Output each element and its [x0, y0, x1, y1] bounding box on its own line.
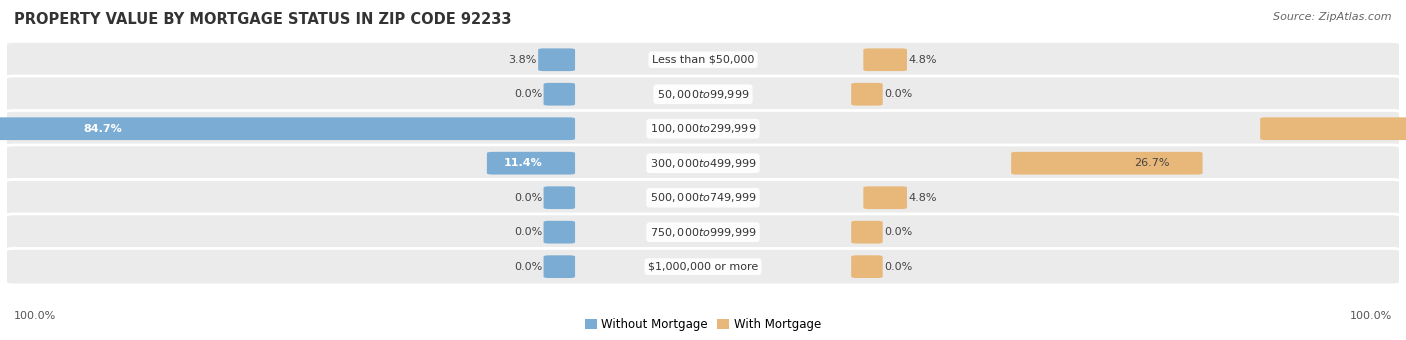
Legend: Without Mortgage, With Mortgage: Without Mortgage, With Mortgage — [585, 318, 821, 331]
Text: 0.0%: 0.0% — [515, 193, 543, 203]
Text: 11.4%: 11.4% — [503, 158, 543, 168]
Text: Less than $50,000: Less than $50,000 — [652, 55, 754, 65]
FancyBboxPatch shape — [863, 48, 907, 71]
Text: $300,000 to $499,999: $300,000 to $499,999 — [650, 157, 756, 170]
FancyBboxPatch shape — [6, 249, 1400, 285]
Text: 84.7%: 84.7% — [83, 124, 122, 134]
Text: 4.8%: 4.8% — [908, 55, 936, 65]
Text: 26.7%: 26.7% — [1135, 158, 1170, 168]
Text: $750,000 to $999,999: $750,000 to $999,999 — [650, 226, 756, 239]
Text: 0.0%: 0.0% — [884, 89, 912, 99]
FancyBboxPatch shape — [486, 152, 575, 174]
FancyBboxPatch shape — [863, 186, 907, 209]
FancyBboxPatch shape — [544, 221, 575, 243]
Text: 0.0%: 0.0% — [515, 262, 543, 272]
FancyBboxPatch shape — [6, 110, 1400, 147]
FancyBboxPatch shape — [6, 76, 1400, 113]
FancyBboxPatch shape — [1011, 152, 1202, 174]
FancyBboxPatch shape — [538, 48, 575, 71]
FancyBboxPatch shape — [851, 83, 883, 106]
FancyBboxPatch shape — [851, 255, 883, 278]
Text: $500,000 to $749,999: $500,000 to $749,999 — [650, 191, 756, 204]
Text: $1,000,000 or more: $1,000,000 or more — [648, 262, 758, 272]
Text: 4.8%: 4.8% — [908, 193, 936, 203]
FancyBboxPatch shape — [544, 255, 575, 278]
Text: 0.0%: 0.0% — [515, 89, 543, 99]
FancyBboxPatch shape — [1260, 117, 1406, 140]
FancyBboxPatch shape — [544, 83, 575, 106]
FancyBboxPatch shape — [6, 41, 1400, 78]
Text: Source: ZipAtlas.com: Source: ZipAtlas.com — [1274, 12, 1392, 22]
FancyBboxPatch shape — [544, 186, 575, 209]
FancyBboxPatch shape — [6, 180, 1400, 216]
FancyBboxPatch shape — [6, 214, 1400, 251]
Text: PROPERTY VALUE BY MORTGAGE STATUS IN ZIP CODE 92233: PROPERTY VALUE BY MORTGAGE STATUS IN ZIP… — [14, 12, 512, 27]
Text: 0.0%: 0.0% — [884, 227, 912, 237]
Text: 3.8%: 3.8% — [509, 55, 537, 65]
Text: $50,000 to $99,999: $50,000 to $99,999 — [657, 88, 749, 101]
FancyBboxPatch shape — [851, 221, 883, 243]
Text: 100.0%: 100.0% — [1350, 311, 1392, 321]
FancyBboxPatch shape — [6, 145, 1400, 182]
Text: 100.0%: 100.0% — [14, 311, 56, 321]
Text: $100,000 to $299,999: $100,000 to $299,999 — [650, 122, 756, 135]
Text: 0.0%: 0.0% — [884, 262, 912, 272]
FancyBboxPatch shape — [0, 117, 575, 140]
Text: 0.0%: 0.0% — [515, 227, 543, 237]
